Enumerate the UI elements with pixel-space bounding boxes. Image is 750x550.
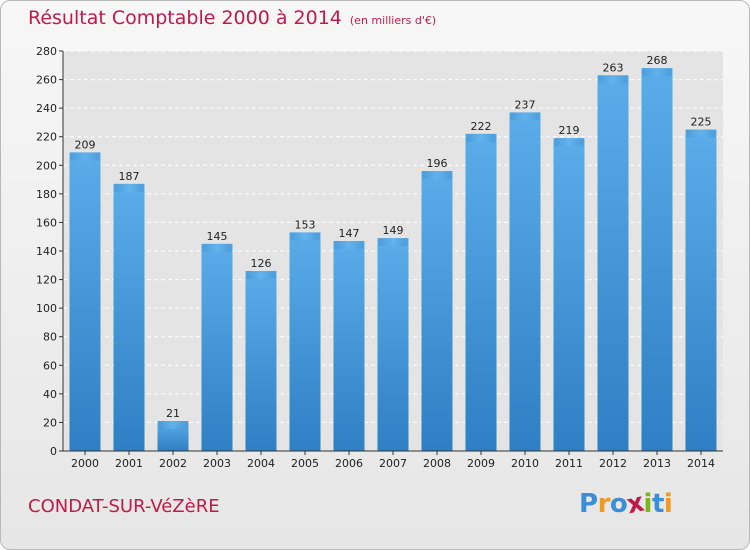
logo-letter: i [643,489,653,519]
bar [201,243,233,451]
x-tick-label: 2001 [115,457,143,470]
y-tick-label: 180 [36,188,57,201]
x-tick-label: 2002 [159,457,187,470]
bar [641,68,673,452]
logo-letter: t [651,489,664,519]
y-tick-label: 240 [36,102,57,115]
x-tick-label: 2004 [247,457,275,470]
bar-value-label: 126 [251,257,272,270]
bar-value-label: 187 [119,170,140,183]
chart-title-text: Résultat Comptable 2000 à 2014 [28,7,342,29]
chart-subtitle: (en milliers d'€) [349,14,437,27]
bar-highlight [334,241,364,249]
bar [597,75,629,452]
bar-value-label: 149 [383,224,404,237]
bar-highlight [114,183,144,192]
x-tick-label: 2003 [203,457,231,470]
y-tick-label: 80 [43,331,57,344]
bar-highlight [246,271,276,279]
bar [509,112,541,451]
bar-highlight [290,232,320,241]
y-tick-label: 280 [36,45,57,58]
proxiti-logo: Proxiti [579,488,673,521]
bar [289,232,321,451]
y-tick-label: 140 [36,245,57,258]
x-tick-label: 2008 [423,457,451,470]
bar-value-label: 219 [559,124,580,137]
bar-highlight [642,68,672,77]
y-tick-label: 40 [43,388,57,401]
x-tick-label: 2005 [291,457,319,470]
bar [245,271,277,451]
bar-value-label: 145 [207,230,228,243]
bar-highlight [466,133,496,142]
x-tick-label: 2013 [643,457,671,470]
bar-value-label: 222 [471,120,492,133]
bar-value-label: 153 [295,218,316,231]
x-tick-label: 2014 [687,457,715,470]
y-tick-label: 0 [50,445,57,458]
bar-value-label: 147 [339,227,360,240]
y-tick-label: 260 [36,74,57,87]
y-tick-label: 20 [43,416,57,429]
bar-value-label: 21 [166,407,180,420]
bar [377,238,409,451]
place-name: CONDAT-SUR-VéZèRE [28,496,220,517]
bar-highlight [158,421,188,429]
y-tick-label: 120 [36,274,57,287]
logo-letter: i [663,489,673,519]
bar-highlight [70,152,100,161]
bar-highlight [202,243,232,252]
x-tick-label: 2011 [555,457,583,470]
bar [113,183,145,451]
logo-letter: o [609,489,628,519]
x-tick-label: 2012 [599,457,627,470]
y-tick-label: 200 [36,159,57,172]
bar-highlight [378,238,408,247]
bar [685,129,717,452]
x-tick-label: 2006 [335,457,363,470]
y-tick-label: 100 [36,302,57,315]
x-tick-label: 2007 [379,457,407,470]
x-tick-label: 2010 [511,457,539,470]
logo-letter: P [579,489,598,519]
y-tick-label: 160 [36,216,57,229]
bar-value-label: 196 [427,157,448,170]
bar-highlight [686,129,716,138]
bar [553,138,585,451]
bar-highlight [510,112,540,121]
bar-value-label: 225 [691,116,712,129]
y-tick-label: 60 [43,359,57,372]
x-tick-label: 2009 [467,457,495,470]
y-tick-label: 220 [36,131,57,144]
bar-value-label: 263 [603,61,624,74]
bar-value-label: 268 [647,54,668,67]
bar [333,241,365,451]
bar-highlight [422,171,452,179]
bar-highlight [554,138,584,147]
x-tick-label: 2000 [71,457,99,470]
bar-highlight [598,75,628,84]
bar-value-label: 209 [75,138,96,151]
bar [465,133,497,451]
bar-value-label: 237 [515,98,536,111]
logo-letter: r [597,489,611,519]
bar [421,171,453,451]
bar [69,152,101,451]
chart-title: Résultat Comptable 2000 à 2014 (en millie… [28,7,436,29]
